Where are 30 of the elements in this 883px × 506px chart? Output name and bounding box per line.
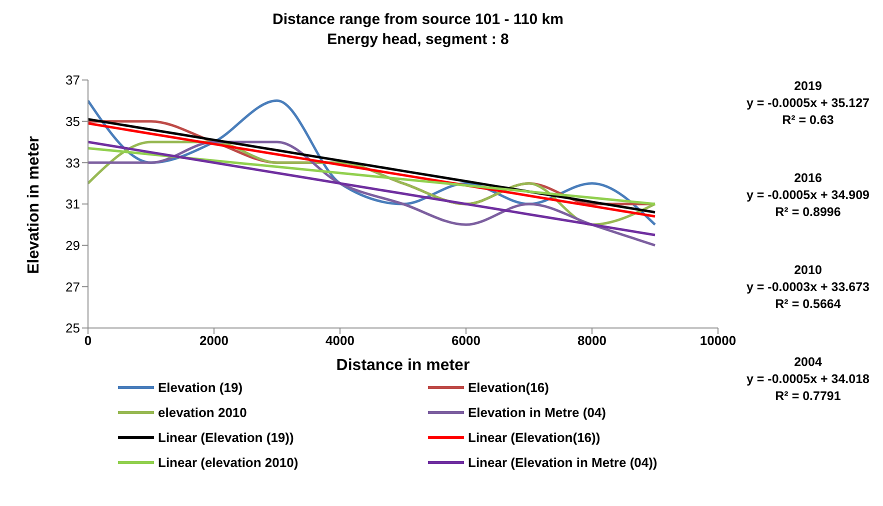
chart-title: Distance range from source 101 - 110 km bbox=[272, 10, 564, 30]
legend-label: Linear (Elevation (19)) bbox=[158, 430, 294, 445]
x-tick-label: 2000 bbox=[200, 333, 228, 348]
text: 2016 y = -0.0005x + 34.909 R² = 0.8996 bbox=[745, 170, 871, 221]
legend-label: Elevation in Metre (04) bbox=[468, 405, 606, 420]
y-tick-label: 33 bbox=[66, 155, 80, 170]
legend-label: Linear (Elevation(16)) bbox=[468, 430, 600, 445]
text: 2004 y = -0.0005x + 34.018 R² = 0.7791 bbox=[745, 354, 871, 405]
x-tick-label: 10000 bbox=[700, 333, 736, 348]
y-tick-label: 29 bbox=[66, 238, 80, 253]
y-axis-title: Elevation in meter bbox=[26, 136, 43, 274]
line-series bbox=[88, 146, 656, 206]
y-tick-label: 27 bbox=[66, 279, 80, 294]
legend-label: Linear (elevation 2010) bbox=[158, 455, 298, 470]
x-tick-label: 8000 bbox=[578, 333, 606, 348]
x-tick-label: 6000 bbox=[452, 333, 480, 348]
legend-label: elevation 2010 bbox=[158, 405, 247, 420]
y-tick-label: 31 bbox=[66, 196, 80, 212]
x-axis-title: Distance in meter bbox=[336, 357, 470, 374]
text: 2019 y = -0.0005x + 35.127 R² = 0.63 bbox=[745, 78, 871, 129]
y-tick-label: 25 bbox=[66, 320, 80, 336]
x-tick-label: 0 bbox=[84, 333, 92, 348]
text: 2010 y = -0.0003x + 33.673 R² = 0.5664 bbox=[745, 262, 871, 313]
chart-subtitle: Energy head, segment : 8 bbox=[326, 30, 510, 50]
y-tick-label: 35 bbox=[66, 114, 80, 129]
y-tick-label: 37 bbox=[66, 72, 80, 88]
legend-label: Elevation (19) bbox=[158, 380, 243, 395]
x-tick-label: 4000 bbox=[326, 333, 354, 348]
legend-label: Elevation(16) bbox=[468, 380, 549, 395]
legend-label: Linear (Elevation in Metre (04)) bbox=[468, 455, 658, 470]
